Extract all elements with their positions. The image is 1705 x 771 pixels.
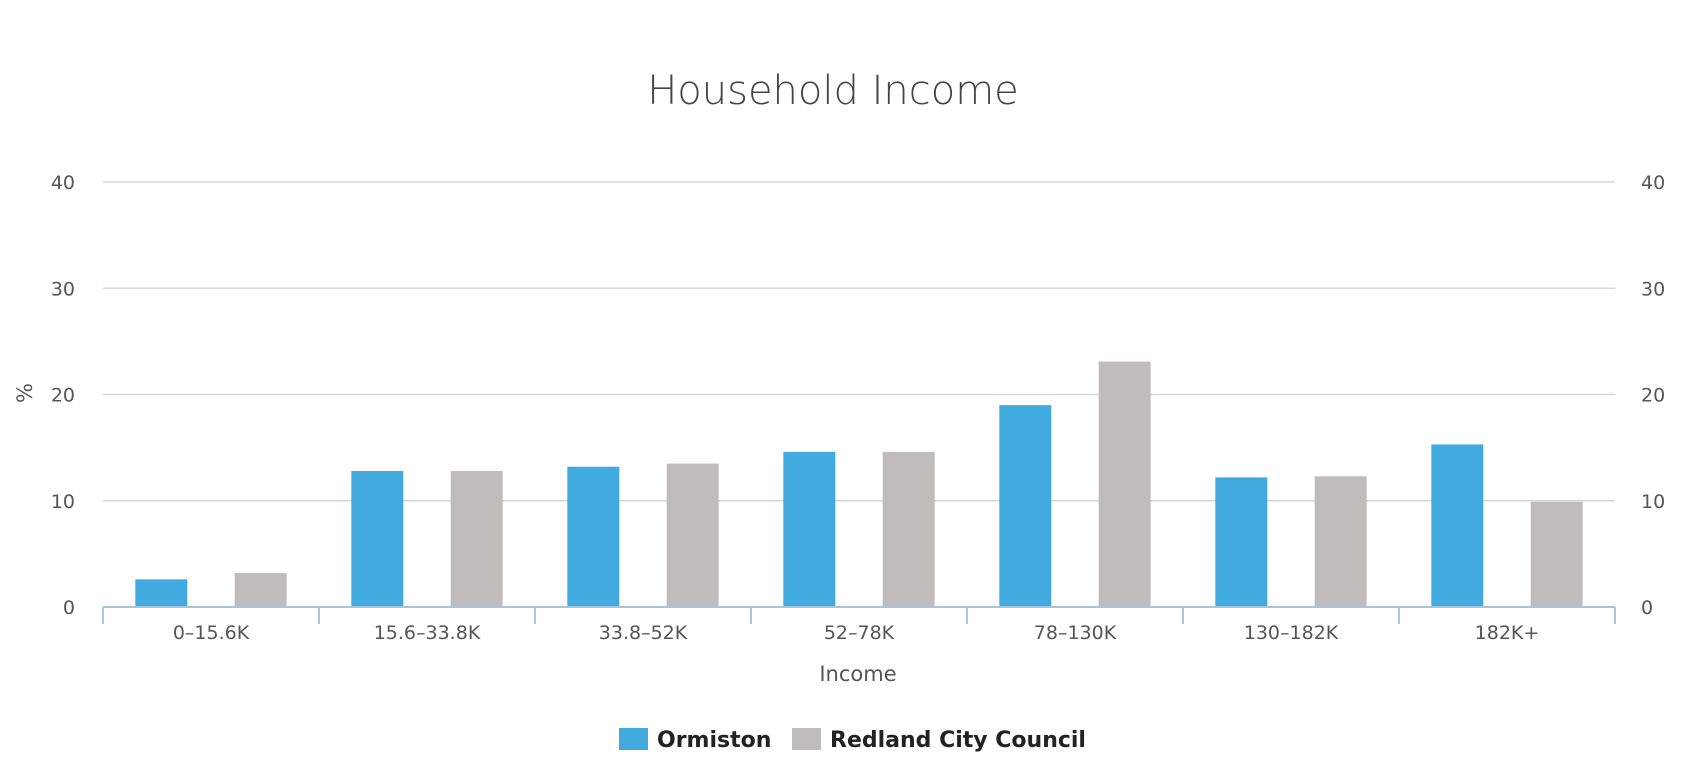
- x-tick-label: 130–182K: [1244, 622, 1339, 644]
- y-axis-title: %: [13, 383, 37, 403]
- y-axis-right: 0 10 20 30 40: [1641, 172, 1665, 619]
- bar-redland-3[interactable]: [882, 451, 935, 607]
- x-tick-label: 33.8–52K: [599, 622, 688, 644]
- x-tick-label: 0–15.6K: [173, 622, 250, 644]
- legend-swatch[interactable]: [792, 728, 821, 750]
- bar-ormiston-2[interactable]: [567, 466, 620, 607]
- x-tick-label: 78–130K: [1034, 622, 1117, 644]
- legend-label[interactable]: Ormiston: [657, 728, 771, 753]
- y-axis-left: 0 10 20 30 40: [51, 172, 75, 619]
- x-tick-label: 182K+: [1475, 622, 1540, 644]
- bar-ormiston-1[interactable]: [351, 471, 404, 607]
- gridlines: [103, 181, 1615, 502]
- legend-label[interactable]: Redland City Council: [830, 728, 1086, 753]
- bar-ormiston-6[interactable]: [1431, 444, 1484, 607]
- bars: [135, 361, 1583, 607]
- y-tick-label-right: 40: [1641, 172, 1665, 194]
- y-tick-label-right: 10: [1641, 491, 1665, 513]
- bar-redland-6[interactable]: [1530, 501, 1583, 607]
- y-tick-label-left: 40: [51, 172, 75, 194]
- y-tick-label-left: 10: [51, 491, 75, 513]
- bar-redland-0[interactable]: [234, 573, 287, 607]
- y-tick-label-left: 30: [51, 278, 75, 300]
- y-tick-label-left: 0: [63, 597, 75, 619]
- y-tick-label-left: 20: [51, 385, 75, 407]
- bar-ormiston-0[interactable]: [135, 579, 188, 607]
- x-tick-label: 15.6–33.8K: [374, 622, 481, 644]
- bar-ormiston-3[interactable]: [783, 451, 836, 607]
- legend-swatch[interactable]: [619, 728, 648, 750]
- chart-title: Household Income: [647, 68, 1019, 114]
- bar-redland-1[interactable]: [450, 471, 503, 607]
- legend[interactable]: Ormiston Redland City Council: [619, 728, 1086, 753]
- bar-redland-5[interactable]: [1314, 476, 1367, 607]
- y-tick-label-right: 0: [1641, 597, 1653, 619]
- bar-ormiston-5[interactable]: [1215, 477, 1268, 607]
- bar-redland-2[interactable]: [666, 463, 719, 607]
- x-axis-title: Income: [819, 662, 896, 686]
- x-axis: 0–15.6K 15.6–33.8K 33.8–52K 52–78K 78–130K 13…: [102, 606, 1616, 644]
- x-tick-label: 52–78K: [824, 622, 895, 644]
- bar-ormiston-4[interactable]: [999, 405, 1052, 607]
- y-tick-label-right: 20: [1641, 385, 1665, 407]
- y-tick-label-right: 30: [1641, 278, 1665, 300]
- bar-redland-4[interactable]: [1098, 361, 1151, 607]
